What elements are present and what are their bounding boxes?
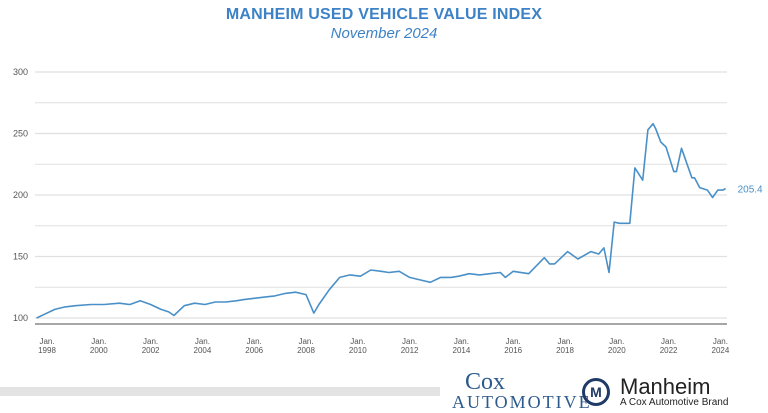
x-tick-label-month: Jan.	[91, 337, 106, 346]
x-tick-label-month: Jan.	[557, 337, 572, 346]
x-tick-label-month: Jan.	[247, 337, 262, 346]
x-tick-label-month: Jan.	[350, 337, 365, 346]
x-tick-label-month: Jan.	[195, 337, 210, 346]
chart-subtitle: November 2024	[330, 25, 438, 42]
line-chart: 100150200250300Jan.1998Jan.2000Jan.2002J…	[13, 67, 763, 355]
y-tick-label: 200	[13, 190, 28, 200]
x-tick-label-year: 2006	[245, 346, 263, 355]
x-tick-label-year: 2016	[504, 346, 522, 355]
y-tick-label: 100	[13, 313, 28, 323]
x-tick-label-year: 2004	[194, 346, 212, 355]
footer-bar	[0, 387, 440, 396]
x-tick-label-month: Jan.	[609, 337, 624, 346]
x-tick-label-year: 2020	[608, 346, 626, 355]
x-tick-label-month: Jan.	[298, 337, 313, 346]
x-tick-label-year: 1998	[38, 346, 56, 355]
y-tick-label: 250	[13, 129, 28, 139]
cox-logo-text: Cox	[465, 369, 506, 395]
x-tick-label-year: 2002	[142, 346, 160, 355]
x-tick-label-month: Jan.	[713, 337, 728, 346]
x-tick-label-year: 2018	[556, 346, 574, 355]
x-tick-label-month: Jan.	[39, 337, 54, 346]
x-tick-label-year: 2000	[90, 346, 108, 355]
x-tick-label-month: Jan.	[143, 337, 158, 346]
manheim-emblem-icon: M	[582, 378, 610, 406]
x-tick-label-year: 2024	[712, 346, 730, 355]
y-tick-label: 150	[13, 252, 28, 262]
x-tick-label-month: Jan.	[506, 337, 521, 346]
x-tick-label-year: 2014	[453, 346, 471, 355]
x-tick-label-year: 2012	[401, 346, 419, 355]
x-tick-label-year: 2008	[297, 346, 315, 355]
x-tick-label-month: Jan.	[661, 337, 676, 346]
chart-title: MANHEIM USED VEHICLE VALUE INDEX	[225, 6, 543, 23]
x-tick-label-year: 2010	[349, 346, 367, 355]
manheim-logo-text: Manheim	[620, 374, 711, 399]
end-value-label: 205.4	[738, 184, 763, 195]
y-tick-label: 300	[13, 67, 28, 77]
index-series-line	[36, 122, 727, 319]
x-tick-label-year: 2022	[660, 346, 678, 355]
x-tick-label-month: Jan.	[402, 337, 417, 346]
x-tick-label-month: Jan.	[454, 337, 469, 346]
